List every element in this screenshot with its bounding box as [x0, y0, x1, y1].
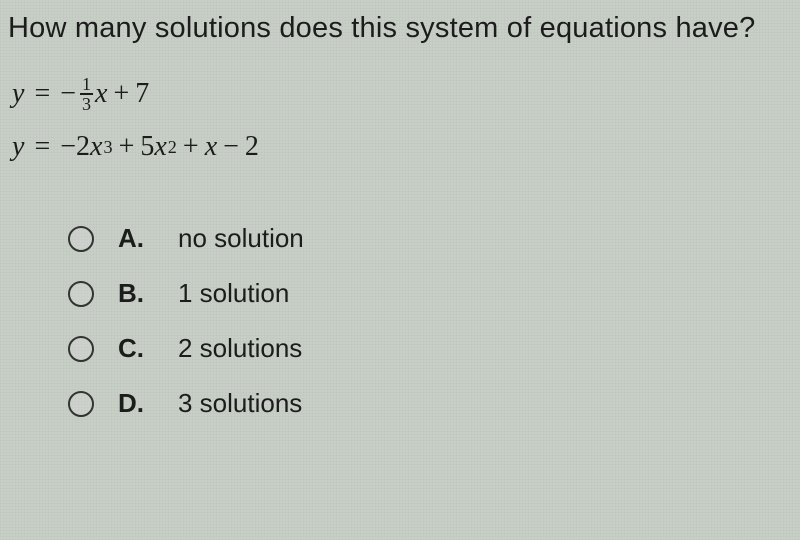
eq1-x: x — [95, 78, 107, 110]
eq2-c2: 5 — [140, 131, 154, 163]
option-letter: B. — [118, 278, 158, 309]
option-b[interactable]: B. 1 solution — [68, 278, 792, 309]
eq2-lhs: y — [12, 131, 24, 163]
eq2-e1: 3 — [103, 137, 112, 158]
option-letter: C. — [118, 333, 158, 364]
question-prompt: How many solutions does this system of e… — [8, 12, 792, 45]
option-text: 2 solutions — [178, 333, 302, 364]
option-text: 3 solutions — [178, 388, 302, 419]
eq2-e2: 2 — [168, 137, 177, 158]
eq2-op1: + — [119, 131, 135, 163]
option-letter: A. — [118, 223, 158, 254]
option-c[interactable]: C. 2 solutions — [68, 333, 792, 364]
eq1-lhs: y — [12, 78, 24, 110]
eq2-v3: x — [205, 131, 217, 163]
eq2-c3: 2 — [245, 131, 259, 163]
eq2-c1: −2 — [60, 131, 90, 163]
option-d[interactable]: D. 3 solutions — [68, 388, 792, 419]
eq2-op2: + — [183, 131, 199, 163]
equations-block: y = − 1 3 x + 7 y = −2 x3 + 5 x2 + x − 2 — [12, 75, 792, 163]
option-text: no solution — [178, 223, 304, 254]
equals-sign: = — [34, 131, 50, 163]
equation-2: y = −2 x3 + 5 x2 + x − 2 — [12, 131, 792, 163]
eq2-v1: x — [90, 131, 102, 163]
radio-icon[interactable] — [68, 281, 94, 307]
equals-sign: = — [34, 78, 50, 110]
radio-icon[interactable] — [68, 226, 94, 252]
eq2-v2: x — [154, 131, 166, 163]
eq1-frac-num: 1 — [80, 75, 93, 95]
eq1-plus: + — [113, 78, 129, 110]
equation-1: y = − 1 3 x + 7 — [12, 75, 792, 113]
eq2-op3: − — [223, 131, 239, 163]
eq1-neg: − — [60, 78, 76, 110]
answer-options: A. no solution B. 1 solution C. 2 soluti… — [68, 223, 792, 419]
option-text: 1 solution — [178, 278, 289, 309]
option-a[interactable]: A. no solution — [68, 223, 792, 254]
eq1-const: 7 — [135, 78, 149, 110]
radio-icon[interactable] — [68, 336, 94, 362]
eq1-frac-den: 3 — [80, 95, 93, 113]
radio-icon[interactable] — [68, 391, 94, 417]
eq1-fraction: 1 3 — [80, 75, 93, 113]
option-letter: D. — [118, 388, 158, 419]
